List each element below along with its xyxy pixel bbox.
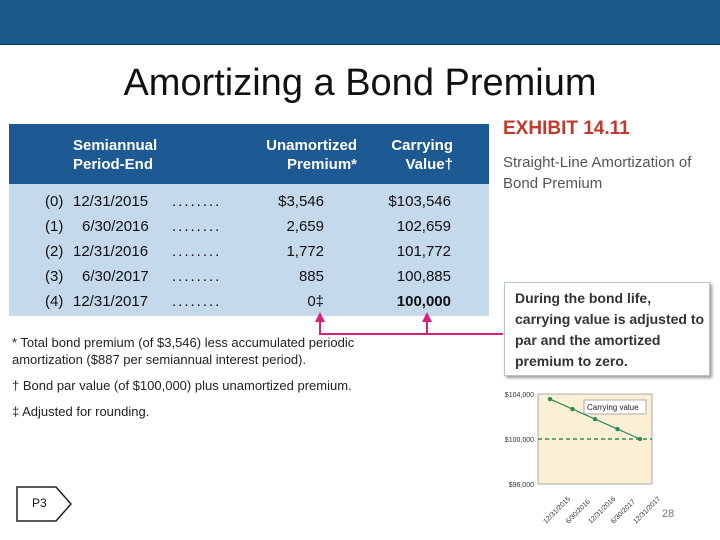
- row-premium: 0‡: [307, 293, 324, 310]
- exhibit-title: EXHIBIT 14.11: [503, 118, 630, 139]
- table-row: (1) 6/30/2016 ........ 2,659 102,659: [9, 215, 489, 238]
- footnote-par: † Bond par value (of $100,000) plus unam…: [12, 378, 352, 393]
- exhibit-subtitle: Straight-Line Amortization of Bond Premi…: [503, 154, 692, 192]
- arrow-connector: [426, 318, 503, 335]
- chart-legend: Carrying value: [587, 403, 639, 412]
- table-header: Semiannual Period-End Unamortized Premiu…: [9, 124, 489, 184]
- row-date: 6/30/2016: [82, 218, 149, 235]
- row-carrying: 100,885: [396, 268, 451, 285]
- row-leader: ........: [172, 293, 222, 310]
- table-row: (3) 6/30/2017 ........ 885 100,885: [9, 265, 489, 288]
- arrow-shape: [16, 486, 72, 522]
- footnote-rounding: ‡ Adjusted for rounding.: [12, 404, 150, 419]
- chart-legend-box: [583, 399, 647, 415]
- chart-x-ticks: 12/31/20156/30/201612/31/20166/30/201712…: [542, 496, 660, 526]
- header-carrying-line2: Value†: [405, 156, 453, 173]
- header-period: Semiannual Period-End: [73, 136, 157, 174]
- arrow-connector-left: [319, 318, 427, 335]
- row-date: 12/31/2017: [73, 293, 149, 310]
- header-premium-line1: Unamortized: [266, 137, 357, 154]
- row-index: (1): [45, 218, 64, 235]
- row-leader: ........: [172, 243, 222, 260]
- row-index: (4): [45, 293, 64, 310]
- row-index: (3): [45, 268, 64, 285]
- row-carrying: $103,546: [388, 193, 451, 210]
- header-carrying: Carrying Value†: [371, 136, 453, 174]
- row-date: 12/31/2015: [73, 193, 149, 210]
- row-index: (2): [45, 243, 64, 260]
- data-point: [637, 436, 643, 442]
- callout-box: During the bond life, carrying value is …: [504, 282, 710, 376]
- row-premium: 2,659: [286, 218, 324, 235]
- nav-label: P3: [32, 496, 47, 510]
- carrying-value-chart: Carrying value $104,000 $100,000 $96,000…: [505, 392, 660, 526]
- row-leader: ........: [172, 193, 222, 210]
- row-carrying: 101,772: [396, 243, 451, 260]
- nav-arrow-button[interactable]: [16, 486, 72, 522]
- y-tick: $104,000: [505, 392, 534, 399]
- page-number: 28: [662, 508, 675, 520]
- row-carrying: 100,000: [396, 293, 451, 310]
- header-carrying-line1: Carrying: [391, 137, 453, 154]
- row-leader: ........: [172, 218, 222, 235]
- header-premium: Unamortized Premium*: [247, 136, 357, 174]
- footnote-premium: * Total bond premium (of $3,546) less ac…: [12, 335, 355, 367]
- row-premium: $3,546: [278, 193, 324, 210]
- data-point: [615, 426, 620, 432]
- row-index: (0): [45, 193, 64, 210]
- amortization-table: Semiannual Period-End Unamortized Premiu…: [9, 124, 489, 316]
- row-leader: ........: [172, 268, 222, 285]
- data-point: [592, 416, 598, 422]
- header-period-line1: Semiannual: [73, 137, 158, 154]
- row-premium: 1,772: [286, 243, 324, 260]
- row-carrying: 102,659: [396, 218, 451, 235]
- row-premium: 885: [298, 268, 324, 285]
- data-point: [547, 396, 553, 402]
- header-premium-line2: Premium*: [286, 156, 357, 173]
- chart-points: [547, 396, 643, 442]
- y-tick: $96,000: [509, 482, 534, 489]
- top-banner: [0, 0, 720, 45]
- data-point: [570, 406, 575, 412]
- callout-text: During the bond life, carrying value is …: [515, 290, 705, 369]
- table-row: (2) 12/31/2016 ........ 1,772 101,772: [9, 240, 489, 263]
- row-date: 12/31/2016: [73, 243, 149, 260]
- header-period-line2: Period-End: [73, 156, 154, 173]
- x-tick: 12/31/2017: [632, 496, 660, 526]
- y-tick: $100,000: [505, 437, 534, 444]
- slide-title: Amortizing a Bond Premium: [123, 62, 597, 104]
- table-row: (4) 12/31/2017 ........ 0‡ 100,000: [9, 290, 489, 313]
- table-footnotes: * Total bond premium (of $3,546) less ac…: [12, 334, 392, 429]
- table-row: (0) 12/31/2015 ........ $3,546 $103,546: [9, 190, 489, 213]
- row-date: 6/30/2017: [82, 268, 149, 285]
